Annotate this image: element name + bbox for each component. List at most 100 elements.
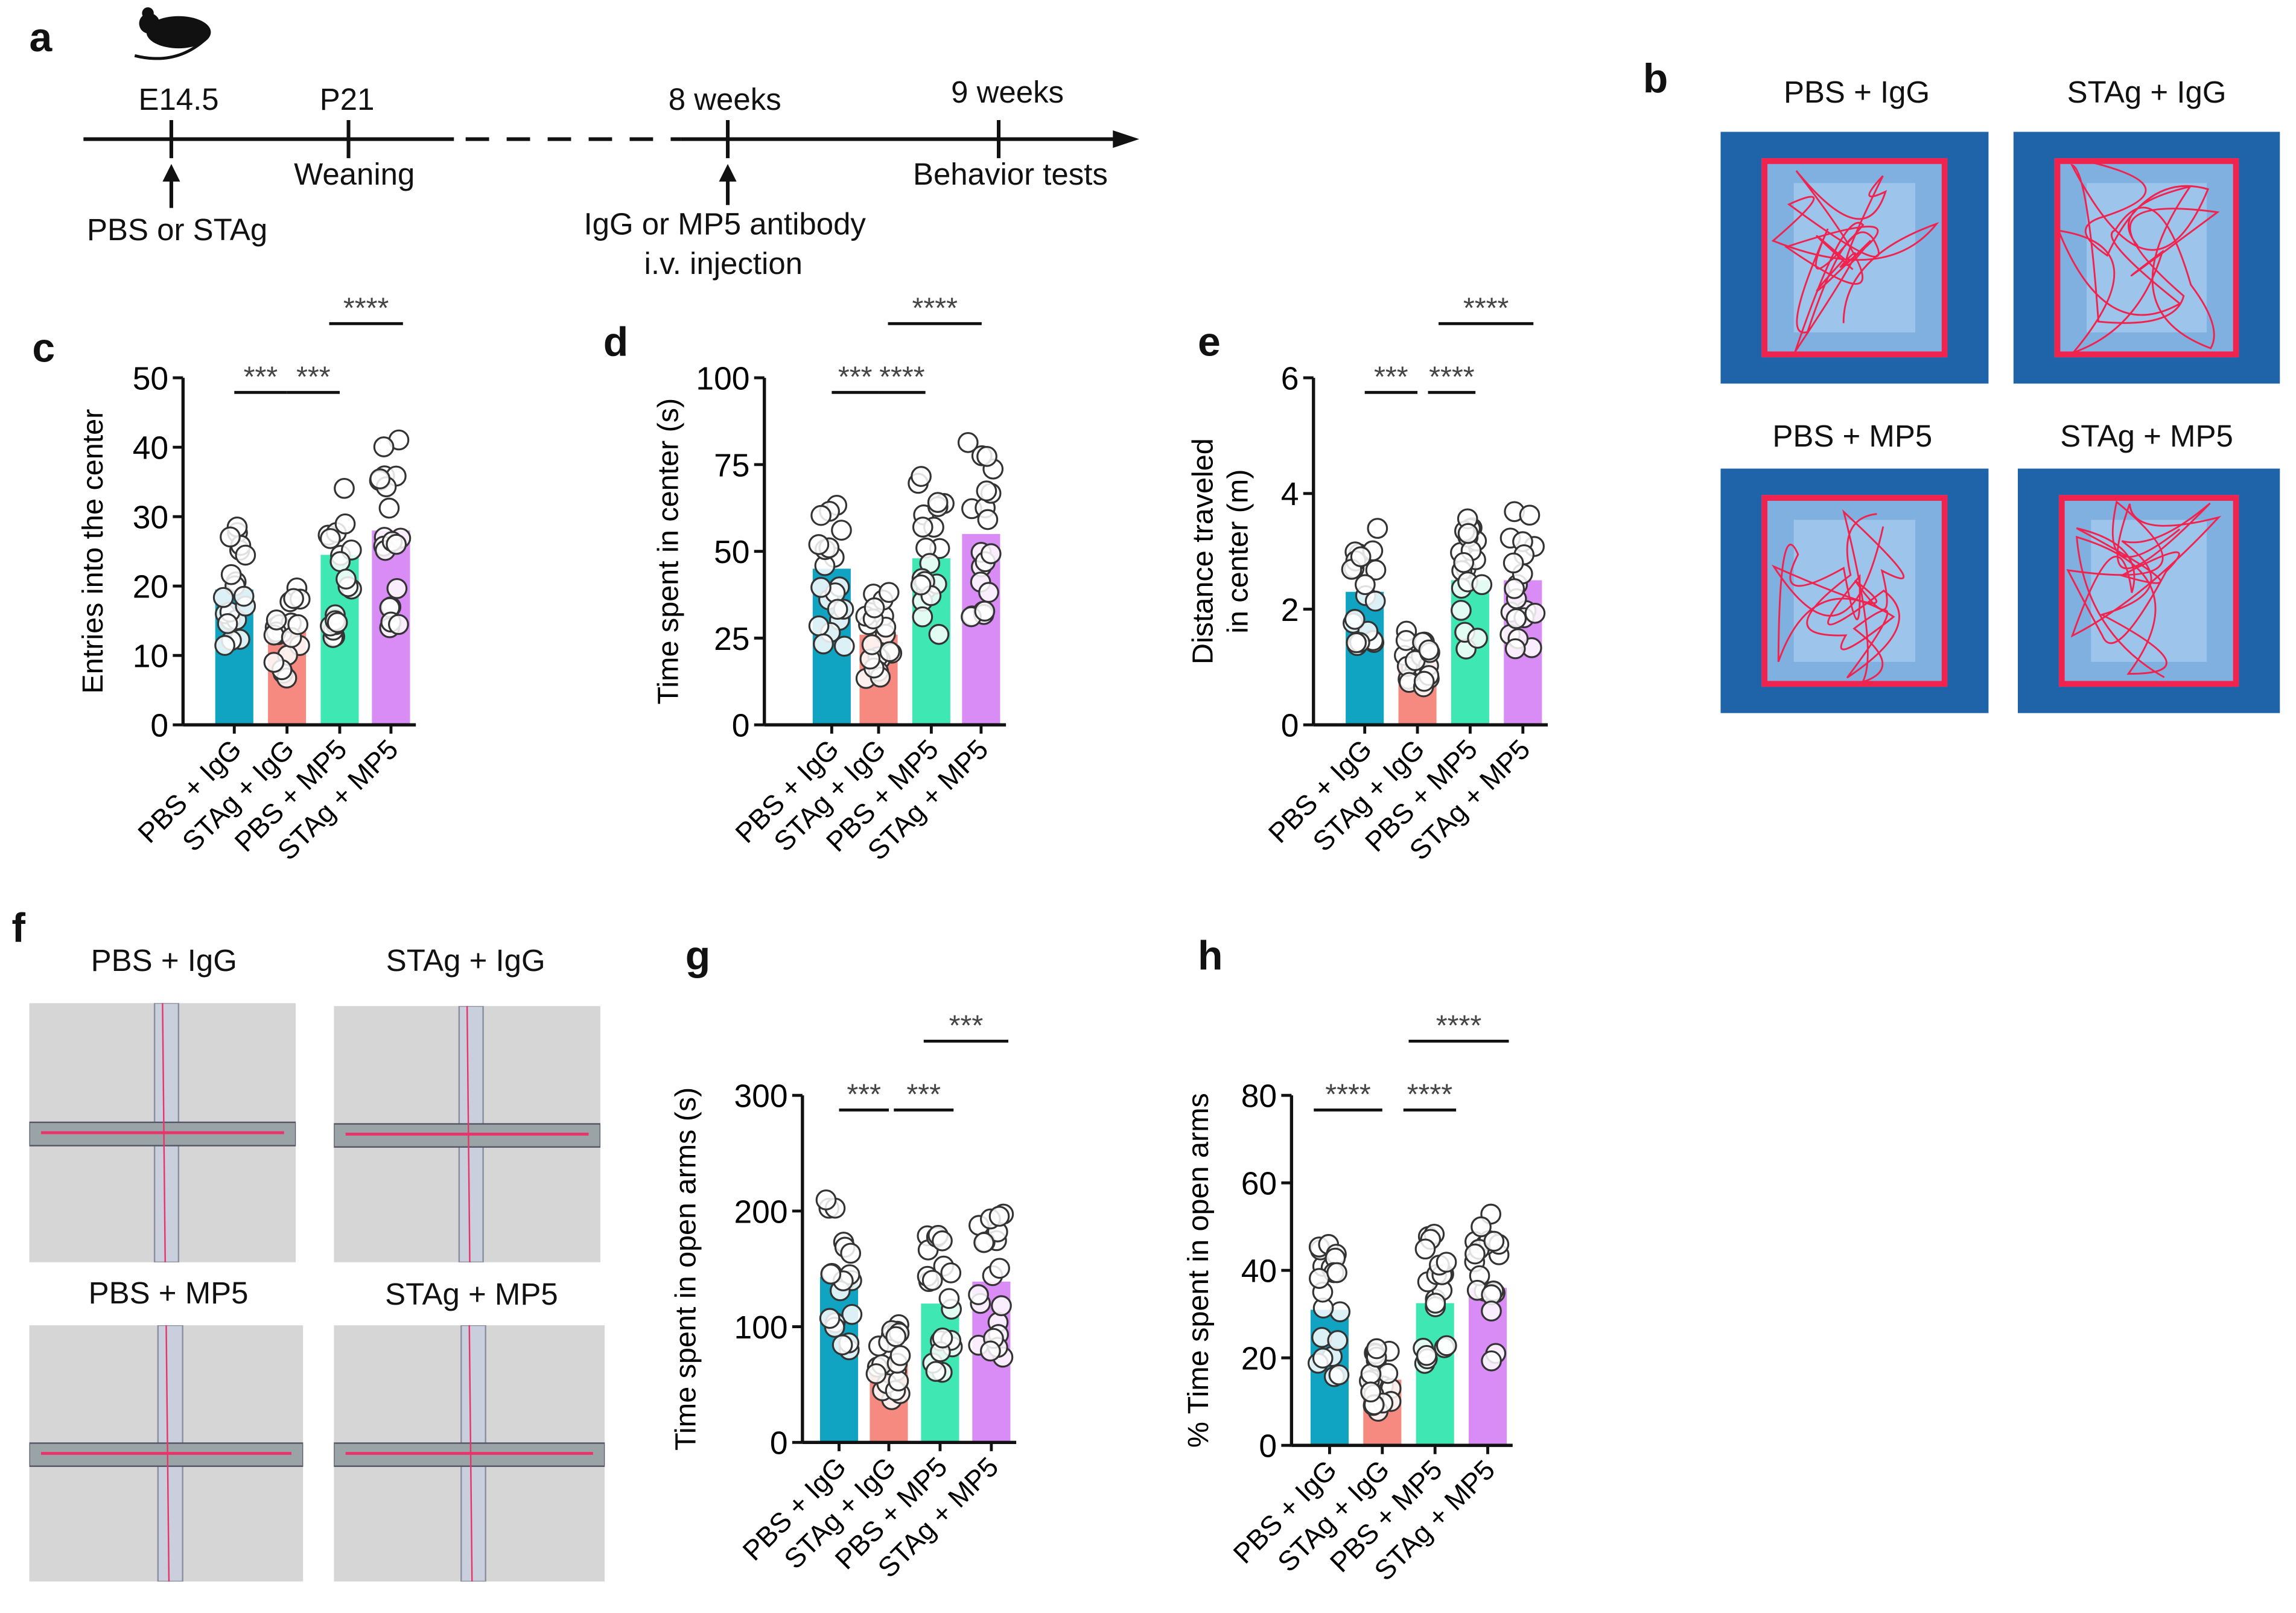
data-point: [980, 543, 1002, 564]
y-tick-label: 0: [732, 708, 750, 744]
data-point: [840, 1242, 862, 1264]
data-point: [813, 633, 834, 655]
data-point: [820, 1264, 842, 1285]
data-point: [326, 612, 348, 633]
data-point: [1326, 1262, 1347, 1284]
open-field-track-image: [1720, 468, 1989, 713]
data-point: [1312, 1347, 1334, 1369]
data-point: [1506, 608, 1527, 629]
y-tick-label: 30: [133, 500, 168, 536]
data-point: [1503, 552, 1524, 574]
data-point: [1481, 1350, 1502, 1372]
image-title: PBS + MP5: [1772, 420, 1933, 454]
timeline-arrowhead: [1113, 130, 1139, 148]
data-point: [957, 432, 979, 453]
y-tick-label: 200: [734, 1194, 788, 1230]
track-path: [468, 1325, 473, 1582]
y-tick-label: 100: [696, 361, 749, 397]
track-path: [1771, 509, 1905, 684]
timeline-event: Behavior tests: [912, 158, 1108, 192]
data-point: [928, 623, 950, 645]
timeline: [83, 7, 1139, 208]
y-tick-label: 10: [133, 639, 168, 675]
data-point: [378, 497, 400, 519]
open-field-track-image: [2017, 468, 2280, 713]
timeline-point: 9 weeks: [951, 76, 1064, 110]
y-axis-label: Time spent in open arms (s): [670, 1087, 702, 1451]
data-point: [1504, 578, 1525, 599]
open-field-track-image: [1720, 132, 1989, 384]
data-point: [991, 1295, 1012, 1317]
data-point: [912, 606, 933, 628]
data-point: [841, 1303, 863, 1325]
plus-maze-track-image: [29, 1325, 304, 1582]
significance-label: ***: [1374, 361, 1408, 393]
data-point: [861, 634, 883, 655]
y-tick-label: 2: [1281, 593, 1299, 628]
data-point: [329, 551, 351, 573]
data-point: [815, 1189, 837, 1211]
data-point: [921, 1270, 943, 1291]
data-point: [1467, 628, 1488, 649]
timeline-event: Weaning: [294, 158, 415, 192]
panel-label-b: b: [1642, 56, 1668, 101]
significance-label: ***: [244, 361, 278, 393]
data-point: [810, 577, 832, 598]
y-tick-label: 6: [1281, 361, 1299, 397]
data-point: [808, 615, 830, 637]
data-point: [889, 1345, 911, 1366]
data-point: [1457, 523, 1479, 544]
data-point: [369, 468, 391, 489]
data-point: [831, 520, 852, 541]
data-point: [212, 587, 234, 608]
significance-label: ***: [296, 361, 331, 393]
significance-label: ***: [949, 1010, 984, 1042]
data-point: [968, 1284, 989, 1305]
data-point: [1367, 518, 1388, 539]
data-point: [1483, 1230, 1505, 1252]
data-point: [1364, 590, 1386, 612]
data-point: [976, 446, 997, 467]
y-tick-label: 20: [1241, 1341, 1277, 1377]
data-point: [832, 1334, 853, 1356]
data-point: [1436, 1335, 1457, 1357]
data-point: [888, 1370, 909, 1392]
data-point: [863, 597, 885, 619]
data-point: [879, 641, 900, 663]
data-point: [386, 577, 408, 599]
data-point: [932, 1327, 953, 1349]
data-point: [808, 534, 830, 555]
data-point: [335, 568, 357, 590]
data-point: [1328, 1364, 1350, 1386]
data-point: [1414, 1238, 1436, 1260]
track-path: [165, 1325, 170, 1582]
panel-label-e: e: [1198, 319, 1221, 365]
panel-label-g: g: [685, 932, 711, 979]
data-point: [266, 609, 287, 631]
data-point: [1350, 546, 1372, 567]
arrow-label: i.v. injection: [644, 247, 803, 281]
y-tick-label: 20: [133, 570, 168, 605]
image-title: PBS + IgG: [91, 944, 237, 979]
significance-label: ****: [1436, 1010, 1482, 1042]
y-tick-label: 4: [1281, 477, 1299, 512]
y-tick-label: 80: [1241, 1079, 1277, 1115]
arrow-label: PBS or STAg: [86, 214, 268, 248]
data-point: [927, 492, 949, 513]
data-point: [1453, 552, 1475, 573]
y-tick-label: 40: [133, 431, 168, 466]
data-point: [283, 588, 304, 609]
data-point: [974, 600, 996, 622]
data-point: [1464, 1243, 1486, 1265]
data-point: [976, 480, 997, 501]
data-point: [932, 1230, 953, 1252]
data-point: [1504, 638, 1526, 660]
data-point: [925, 1361, 947, 1382]
y-tick-label: 100: [734, 1310, 788, 1346]
data-point: [885, 1326, 907, 1347]
y-tick-label: 50: [714, 535, 749, 570]
track-path: [2066, 500, 2222, 678]
significance-label: ****: [1429, 361, 1475, 393]
